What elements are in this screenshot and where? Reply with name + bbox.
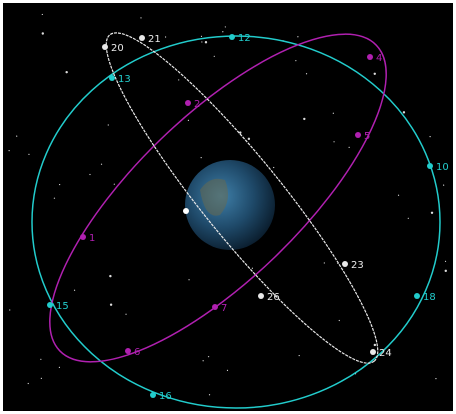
satellite bbox=[80, 234, 86, 240]
satellite-label: 5 bbox=[364, 131, 370, 142]
satellite bbox=[414, 293, 420, 299]
star bbox=[201, 36, 202, 37]
star bbox=[374, 73, 376, 75]
star bbox=[110, 303, 112, 305]
star bbox=[28, 154, 29, 155]
star bbox=[295, 60, 296, 61]
star bbox=[339, 320, 340, 321]
star bbox=[398, 195, 399, 196]
star bbox=[273, 167, 274, 168]
star bbox=[101, 164, 102, 165]
satellite bbox=[212, 304, 218, 310]
star bbox=[324, 262, 325, 263]
satellite bbox=[367, 54, 373, 60]
star bbox=[42, 32, 44, 34]
star bbox=[306, 73, 307, 74]
star bbox=[333, 141, 334, 142]
star bbox=[9, 309, 10, 310]
star bbox=[201, 157, 202, 158]
satellite bbox=[102, 44, 108, 50]
star bbox=[445, 270, 447, 272]
star bbox=[140, 17, 141, 18]
satellite bbox=[109, 75, 115, 81]
star bbox=[303, 118, 305, 120]
star bbox=[445, 261, 446, 262]
satellite-label: 16 bbox=[159, 391, 172, 402]
satellite bbox=[125, 348, 131, 354]
earth bbox=[185, 160, 275, 250]
star bbox=[108, 124, 109, 125]
star bbox=[59, 184, 60, 185]
star bbox=[125, 314, 126, 315]
star bbox=[227, 370, 228, 371]
satellite-label: 10 bbox=[436, 162, 449, 173]
star bbox=[209, 394, 210, 395]
star bbox=[297, 36, 298, 37]
star bbox=[374, 344, 376, 346]
star bbox=[40, 359, 41, 360]
satellite bbox=[258, 293, 264, 299]
star bbox=[429, 136, 430, 137]
satellite-label: 23 bbox=[351, 260, 364, 271]
star bbox=[222, 31, 223, 32]
star bbox=[89, 174, 90, 175]
satellite bbox=[185, 100, 191, 106]
star bbox=[165, 36, 166, 37]
star bbox=[252, 268, 253, 269]
satellite bbox=[47, 302, 53, 308]
star bbox=[201, 41, 202, 42]
star bbox=[16, 136, 17, 137]
star bbox=[225, 26, 226, 27]
star bbox=[408, 218, 409, 219]
satellite-label: 2 bbox=[194, 99, 200, 110]
star bbox=[74, 290, 75, 291]
satellite-label: 6 bbox=[134, 347, 140, 358]
star bbox=[208, 356, 209, 357]
star bbox=[65, 71, 67, 73]
star bbox=[435, 378, 436, 379]
star bbox=[431, 212, 433, 214]
star bbox=[248, 138, 250, 140]
satellite bbox=[183, 208, 189, 214]
star bbox=[114, 184, 115, 185]
star bbox=[28, 383, 29, 384]
star bbox=[203, 360, 204, 361]
orbit-view: 12 13 10 15 18 16 4 2 5 1 7 6 20 21 23 26 24 bbox=[0, 0, 456, 414]
satellite-label: 4 bbox=[376, 53, 382, 64]
satellite-label: 1 bbox=[89, 233, 95, 244]
satellite-label: 24 bbox=[379, 348, 392, 359]
satellite bbox=[370, 349, 376, 355]
star bbox=[109, 275, 111, 277]
star bbox=[188, 120, 189, 121]
satellite bbox=[355, 132, 361, 138]
star bbox=[59, 367, 60, 368]
satellite-label: 26 bbox=[267, 292, 280, 303]
star bbox=[42, 14, 43, 15]
star bbox=[443, 185, 444, 186]
star bbox=[214, 56, 215, 57]
satellite-label: 13 bbox=[118, 74, 131, 85]
satellite bbox=[139, 35, 145, 41]
star bbox=[9, 150, 10, 151]
satellite bbox=[342, 261, 348, 267]
satellite-label: 20 bbox=[111, 43, 124, 54]
satellite bbox=[427, 163, 433, 169]
star bbox=[205, 41, 207, 43]
star bbox=[54, 198, 55, 199]
star bbox=[299, 355, 300, 356]
satellite-label: 12 bbox=[238, 33, 251, 44]
satellite-label: 21 bbox=[148, 34, 161, 45]
star bbox=[403, 111, 405, 113]
star bbox=[178, 79, 179, 80]
star bbox=[41, 378, 42, 379]
satellite-label: 18 bbox=[423, 292, 436, 303]
satellite-label: 7 bbox=[221, 303, 227, 314]
star bbox=[188, 279, 189, 280]
star bbox=[349, 147, 350, 148]
satellite-label: 15 bbox=[56, 301, 69, 312]
satellite bbox=[229, 34, 235, 40]
star bbox=[333, 113, 334, 114]
satellite bbox=[150, 392, 156, 398]
